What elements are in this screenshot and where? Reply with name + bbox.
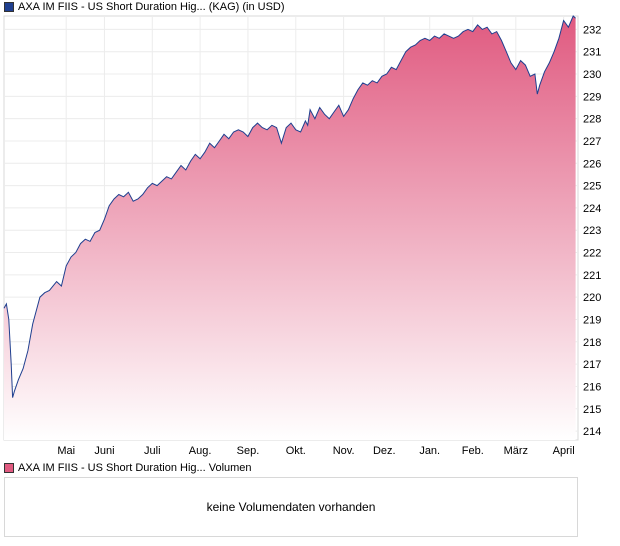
volume-legend: AXA IM FIIS - US Short Duration Hig... V…: [4, 461, 252, 475]
x-tick-label: Juni: [94, 445, 114, 457]
x-axis: Mai Juni Juli Aug. Sep. Okt. Nov. Dez. Jan. Feb. M…: [57, 445, 574, 457]
x-tick-label: April: [553, 445, 575, 457]
x-tick-label: Okt.: [286, 445, 306, 457]
price-area: [4, 16, 576, 440]
y-tick-label: 222: [583, 248, 601, 260]
y-tick-label: 225: [583, 181, 601, 193]
volume-panel: keine Volumendaten vorhanden: [4, 477, 578, 537]
y-tick-label: 232: [583, 24, 601, 36]
x-tick-label: Sep.: [237, 445, 260, 457]
x-tick-label: Aug.: [189, 445, 212, 457]
y-tick-label: 216: [583, 381, 601, 393]
y-axis: 214 215 216 217 218 219 220 221 222 223 224 225 226 2…: [583, 24, 601, 438]
y-tick-label: 230: [583, 69, 601, 81]
y-tick-label: 226: [583, 158, 601, 170]
no-volume-message: keine Volumendaten vorhanden: [206, 500, 376, 514]
price-line: [3, 15, 576, 398]
y-tick-label: 214: [583, 426, 601, 438]
y-tick-label: 221: [583, 270, 601, 282]
y-tick-label: 231: [583, 47, 601, 59]
y-tick-label: 229: [583, 91, 601, 103]
y-tick-label: 228: [583, 114, 601, 126]
y-tick-label: 227: [583, 136, 601, 148]
x-tick-label: Nov.: [333, 445, 355, 457]
y-tick-label: 220: [583, 292, 601, 304]
x-tick-label: Jan.: [419, 445, 440, 457]
y-tick-label: 224: [583, 203, 601, 215]
y-tick-label: 218: [583, 337, 601, 349]
price-legend: AXA IM FIIS - US Short Duration Hig... (…: [4, 0, 285, 14]
volume-legend-label: AXA IM FIIS - US Short Duration Hig... V…: [18, 462, 252, 474]
volume-legend-swatch: [4, 463, 14, 473]
y-tick-label: 215: [583, 404, 601, 416]
y-tick-label: 223: [583, 225, 601, 237]
x-tick-label: Feb.: [462, 445, 484, 457]
price-legend-label: AXA IM FIIS - US Short Duration Hig... (…: [18, 1, 285, 13]
x-tick-label: Juli: [144, 445, 161, 457]
y-tick-label: 219: [583, 314, 601, 326]
x-tick-label: März: [504, 445, 528, 457]
y-tick-label: 217: [583, 359, 601, 371]
x-tick-label: Mai: [57, 445, 75, 457]
price-legend-swatch: [4, 2, 14, 12]
x-tick-label: Dez.: [373, 445, 396, 457]
